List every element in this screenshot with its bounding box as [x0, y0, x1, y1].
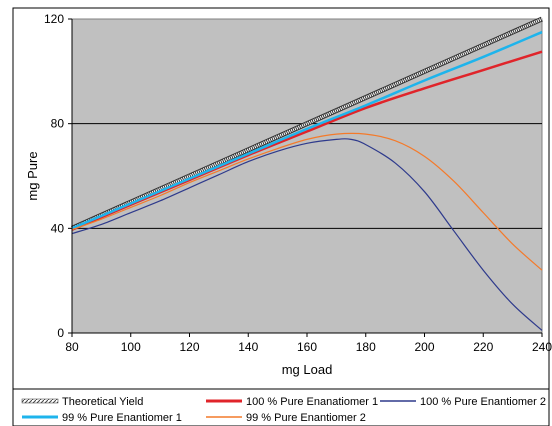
series-4-line [71, 132, 543, 271]
legend-box [12, 388, 550, 426]
x-tick-label: 180 [356, 340, 376, 354]
legend-label: 99 % Pure Enantiomer 1 [62, 412, 182, 424]
y-tick-label: 120 [44, 12, 64, 26]
series-layer [70, 16, 544, 331]
series-3-line [71, 30, 543, 230]
x-tick-label: 200 [414, 340, 434, 354]
x-tick-label: 140 [238, 340, 258, 354]
x-tick-label: 80 [65, 340, 79, 354]
x-tick-label: 120 [179, 340, 199, 354]
x-tick-label: 240 [532, 340, 552, 354]
tick-labels: 80 100 120 140 160 180 200 220 240 0 40 80 120 [44, 12, 552, 354]
x-axis-title: mg Load [282, 362, 333, 377]
y-tick-label: 80 [51, 117, 65, 131]
plot-area [71, 18, 543, 334]
y-axis-title: mg Pure [25, 151, 40, 200]
x-tick-label: 100 [121, 340, 141, 354]
legend-label: 99 % Pure Enantiomer 2 [246, 412, 366, 424]
legend-label: Theoretical Yield [62, 396, 143, 408]
axes [68, 18, 543, 337]
series-2-line [71, 138, 543, 331]
x-tick-label: 160 [297, 340, 317, 354]
y-tick-label: 40 [51, 221, 65, 235]
y-tick-label: 0 [57, 326, 64, 340]
legend: Theoretical Yield 100 % Pure Enanatiomer … [21, 396, 546, 424]
x-tick-label: 220 [473, 340, 493, 354]
legend-swatch [21, 398, 59, 404]
legend-label: 100 % Pure Enanatiomer 1 [246, 396, 378, 408]
series-0-line [71, 17, 543, 230]
legend-label: 100 % Pure Enantiomer 2 [420, 396, 546, 408]
